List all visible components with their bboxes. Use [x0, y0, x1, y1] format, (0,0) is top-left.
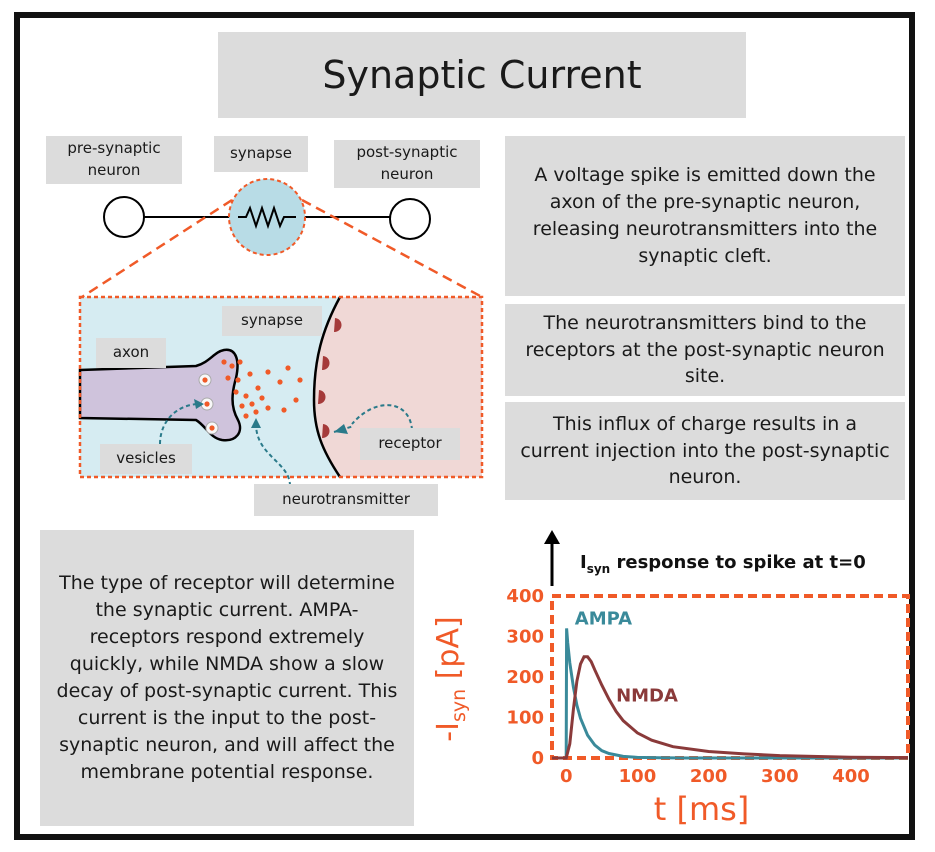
y-tick-label: 400	[506, 586, 544, 607]
series-label-ampa: AMPA	[575, 608, 632, 629]
plot-frame	[550, 594, 910, 760]
pre-synaptic-label: pre-synaptic neuron	[46, 136, 182, 184]
y-axis-label: -Isyn [pA]	[431, 616, 470, 741]
chart-title: Isyn response to spike at t=0	[580, 552, 866, 576]
synapse-label: synapse	[214, 136, 308, 172]
series-line-nmda	[552, 655, 909, 760]
axon-label: axon	[96, 338, 166, 368]
x-axis-label: t [ms]	[654, 790, 750, 828]
resistor-symbol	[238, 204, 296, 230]
axon-terminal	[78, 348, 242, 442]
x-tick-label: 300	[761, 766, 799, 787]
receptors-group	[318, 318, 342, 439]
neurotransmitter-label: neurotransmitter	[254, 484, 438, 516]
x-tick-label: 400	[832, 766, 870, 787]
synapse-zoom-label: synapse	[222, 306, 322, 336]
pre-neuron-circle	[103, 196, 145, 238]
arrow-head	[544, 530, 560, 544]
description-influx: This influx of charge results in a curre…	[505, 402, 905, 500]
synapse-circle	[228, 178, 306, 256]
series-label-nmda: NMDA	[616, 685, 678, 706]
y-tick-label: 0	[531, 748, 544, 769]
explanation-text: The type of receptor will determine the …	[40, 530, 414, 826]
y-tick-label: 300	[506, 627, 544, 648]
description-spike: A voltage spike is emitted down the axon…	[505, 136, 905, 296]
page-title: Synaptic Current	[218, 32, 746, 118]
post-neuron-circle	[389, 198, 431, 240]
y-tick-label: 100	[506, 708, 544, 729]
series-line-ampa	[552, 628, 908, 760]
x-tick-label: 200	[690, 766, 728, 787]
neurotransmitter-dots	[202, 359, 303, 431]
receptor-label: receptor	[360, 428, 460, 460]
x-tick-label: 100	[619, 766, 657, 787]
description-binding: The neurotransmitters bind to the recept…	[505, 304, 905, 396]
post-synaptic-label: post-synaptic neuron	[334, 140, 480, 188]
x-tick-label: 0	[560, 766, 573, 787]
synaptic-current-chart: Isyn response to spike at t=0 0 100 200 300 4…	[431, 530, 910, 828]
vesicles-label: vesicles	[100, 444, 192, 474]
y-tick-label: 200	[506, 667, 544, 688]
